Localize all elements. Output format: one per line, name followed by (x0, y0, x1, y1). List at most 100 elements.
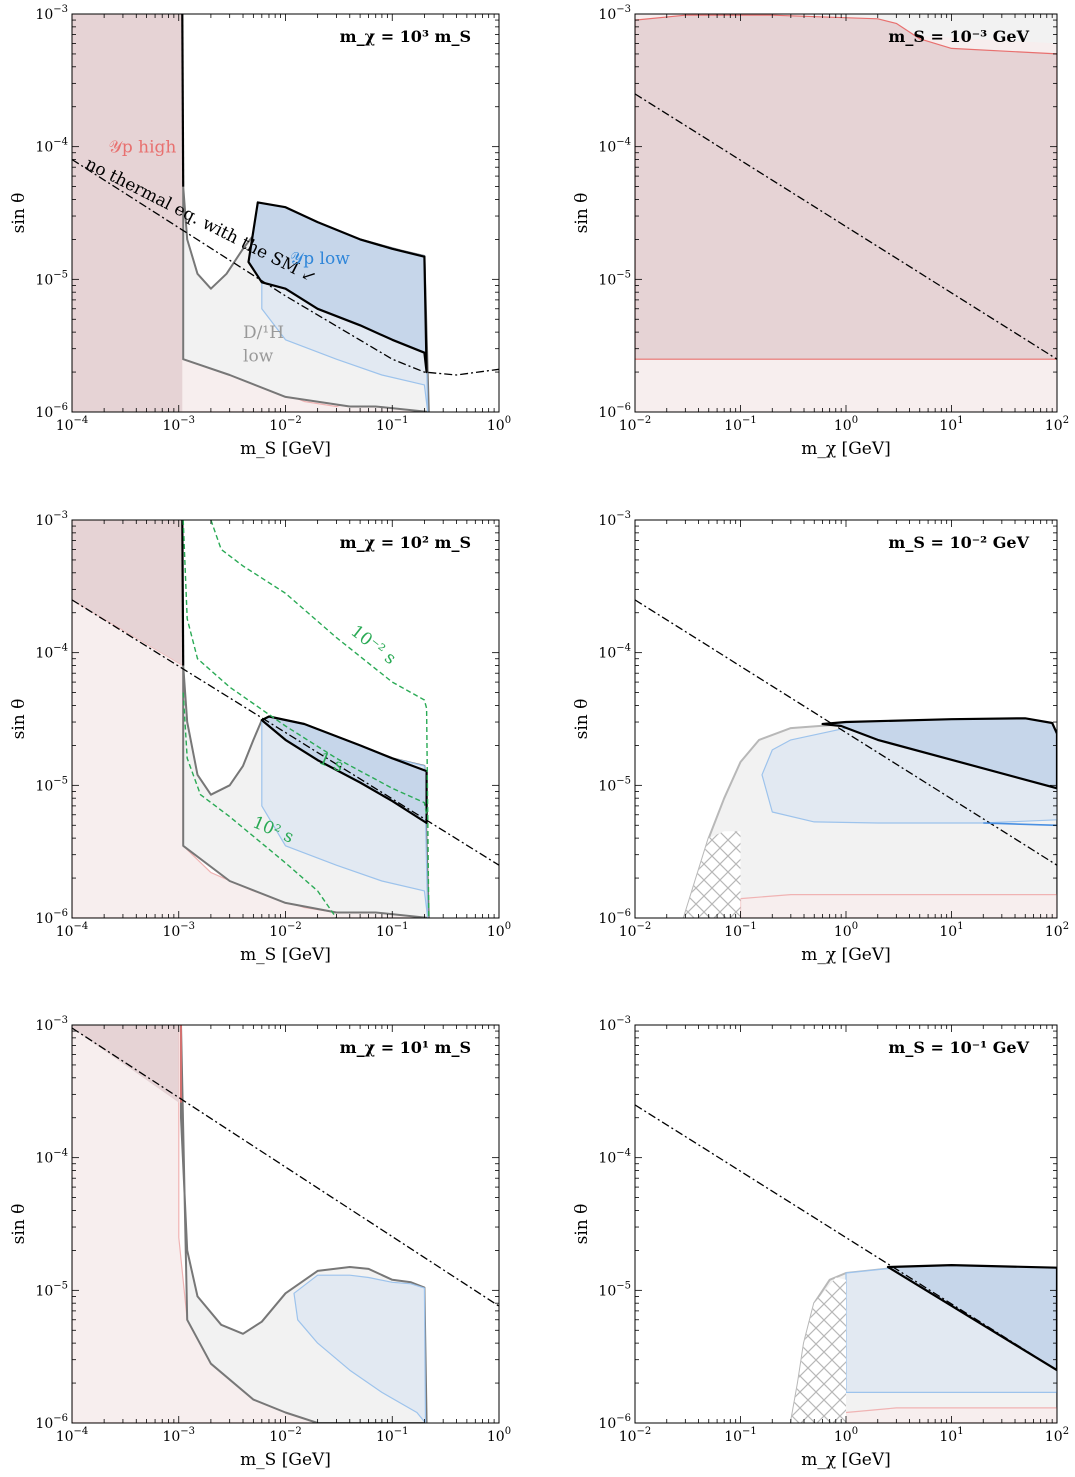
x-tick-label: 10−1 (724, 1426, 757, 1445)
hatch-region-0 (683, 831, 741, 918)
curve-0 (181, 14, 185, 187)
ticks (634, 1025, 1057, 1424)
annotation-4: low (243, 347, 274, 367)
region-2 (635, 14, 1057, 360)
y-tick-label: 10−4 (598, 643, 631, 662)
x-tick-label: 10−3 (162, 921, 195, 940)
y-tick-label: 10−3 (598, 1015, 631, 1034)
x-tick-label: 100 (834, 1426, 858, 1445)
curve-0 (635, 599, 1057, 866)
annotation-3: D/¹H (243, 323, 284, 343)
y-tick-label: 10−5 (35, 775, 68, 794)
y-tick-label: 10−5 (35, 1280, 68, 1299)
region-4 (247, 201, 428, 374)
region-1 (72, 520, 184, 666)
x-tick-label: 10−1 (376, 921, 409, 940)
curve-1 (72, 1027, 499, 1307)
y-tick-label: 10−6 (35, 1413, 68, 1432)
ticks (71, 520, 499, 919)
x-tick-label: 102 (1045, 921, 1069, 940)
panel-title: m_S = 10⁻¹ GeV (888, 1038, 1029, 1057)
y-tick-label: 10−6 (598, 1413, 631, 1432)
panel-title: m_S = 10⁻² GeV (888, 533, 1029, 552)
plot-area (635, 1025, 1057, 1423)
x-tick-label: 10−1 (376, 415, 409, 434)
x-tick-label: 102 (1045, 1426, 1069, 1445)
x-tick-label: 10−2 (619, 415, 652, 434)
x-tick-label: 101 (939, 415, 963, 434)
curve-0 (181, 520, 185, 666)
region-1 (72, 14, 183, 412)
region-1 (739, 894, 1057, 918)
curve-0 (635, 1104, 1057, 1371)
x-tick-label: 10−2 (269, 921, 302, 940)
x-tick-label: 100 (834, 921, 858, 940)
ticks (634, 520, 1057, 919)
x-axis-label: m_S [GeV] (240, 945, 331, 965)
ticks (71, 1025, 499, 1424)
y-axis-label: sin θ (572, 193, 592, 234)
x-tick-label: 10−1 (376, 1426, 409, 1445)
chart-p2: 10−2 10−1 100 101 102 10−6 10−5 10−4 10−3 m_χ [Ge… (572, 4, 1069, 459)
x-axis-label: m_χ [GeV] (801, 439, 891, 459)
x-tick-label: 10−2 (269, 1426, 302, 1445)
y-tick-label: 10−6 (598, 402, 631, 421)
x-tick-label: 101 (939, 1426, 963, 1445)
curve-0 (635, 93, 1057, 360)
y-tick-label: 10−3 (598, 4, 631, 23)
y-tick-label: 10−5 (598, 775, 631, 794)
x-axis-label: m_χ [GeV] (801, 945, 891, 965)
ticks (71, 14, 499, 413)
ticks (634, 14, 1057, 413)
y-tick-label: 10−5 (598, 1280, 631, 1299)
y-tick-label: 10−5 (35, 269, 68, 288)
x-tick-label: 100 (487, 1426, 511, 1445)
y-tick-label: 10−3 (598, 510, 631, 529)
chart-p5: 10−4 10−3 10−2 10−1 100 10−6 10−5 10−4 10−3 m_S [… (9, 1015, 511, 1470)
annotation-2: 𝒴p low (290, 249, 350, 269)
y-tick-label: 10−6 (35, 908, 68, 927)
chart-p6: 10−2 10−1 100 101 102 10−6 10−5 10−4 10−3 m_χ [Ge… (572, 1015, 1069, 1470)
x-axis-label: m_χ [GeV] (801, 1450, 891, 1470)
y-tick-label: 10−4 (35, 1148, 68, 1167)
x-tick-label: 10−4 (56, 1426, 89, 1445)
curve-4 (182, 692, 337, 918)
panel-title: m_χ = 10³ m_S (340, 27, 471, 46)
chart-p4: 10−2 10−1 100 101 102 10−6 10−5 10−4 10−3 m_χ [Ge… (572, 510, 1069, 965)
panel-title: m_S = 10⁻³ GeV (888, 27, 1029, 46)
x-tick-label: 101 (939, 921, 963, 940)
curve-1 (983, 822, 1057, 827)
x-tick-label: 100 (487, 921, 511, 940)
x-tick-label: 10−2 (619, 921, 652, 940)
x-tick-label: 10−4 (56, 921, 89, 940)
plot-area (635, 14, 1057, 412)
panel-title: m_χ = 10² m_S (340, 533, 471, 552)
y-tick-label: 10−3 (35, 510, 68, 529)
x-tick-label: 102 (1045, 415, 1069, 434)
curve-1 (72, 599, 499, 866)
x-tick-label: 10−2 (269, 415, 302, 434)
x-tick-label: 10−2 (619, 1426, 652, 1445)
x-tick-label: 10−3 (162, 415, 195, 434)
x-tick-label: 10−3 (162, 1426, 195, 1445)
curve-3 (182, 520, 428, 815)
x-tick-label: 100 (834, 415, 858, 434)
region-3 (821, 717, 1057, 790)
y-tick-label: 10−4 (598, 1148, 631, 1167)
y-axis-label: sin θ (9, 193, 29, 234)
plot-area (72, 1025, 499, 1423)
x-axis-label: m_S [GeV] (240, 439, 331, 459)
region-1 (72, 1025, 179, 1103)
x-tick-label: 10−1 (724, 921, 757, 940)
x-tick-label: 10−4 (56, 415, 89, 434)
hatch-region-0 (790, 1277, 846, 1423)
y-tick-label: 10−6 (598, 908, 631, 927)
y-tick-label: 10−3 (35, 4, 68, 23)
x-tick-label: 10−1 (724, 415, 757, 434)
y-axis-label: sin θ (572, 699, 592, 740)
